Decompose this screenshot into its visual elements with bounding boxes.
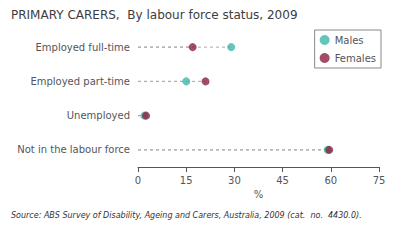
svg-text:Males: Males: [335, 35, 364, 46]
svg-text:Source: ABS Survey of Disabili: Source: ABS Survey of Disability, Ageing…: [11, 211, 362, 220]
svg-text:Employed full-time: Employed full-time: [35, 42, 130, 53]
svg-text:60: 60: [324, 175, 337, 186]
svg-text:PRIMARY CARERS, By labour for: PRIMARY CARERS, By labour force status, …: [11, 8, 298, 22]
svg-text:0: 0: [135, 175, 141, 186]
svg-text:30: 30: [228, 175, 241, 186]
svg-text:75: 75: [373, 175, 386, 186]
svg-text:Not in the labour force: Not in the labour force: [17, 144, 130, 155]
svg-text:45: 45: [276, 175, 289, 186]
svg-text:%: %: [254, 189, 264, 200]
svg-text:15: 15: [180, 175, 193, 186]
svg-text:Females: Females: [335, 53, 376, 64]
svg-text:Employed part-time: Employed part-time: [30, 76, 130, 87]
svg-text:Unemployed: Unemployed: [67, 110, 130, 121]
